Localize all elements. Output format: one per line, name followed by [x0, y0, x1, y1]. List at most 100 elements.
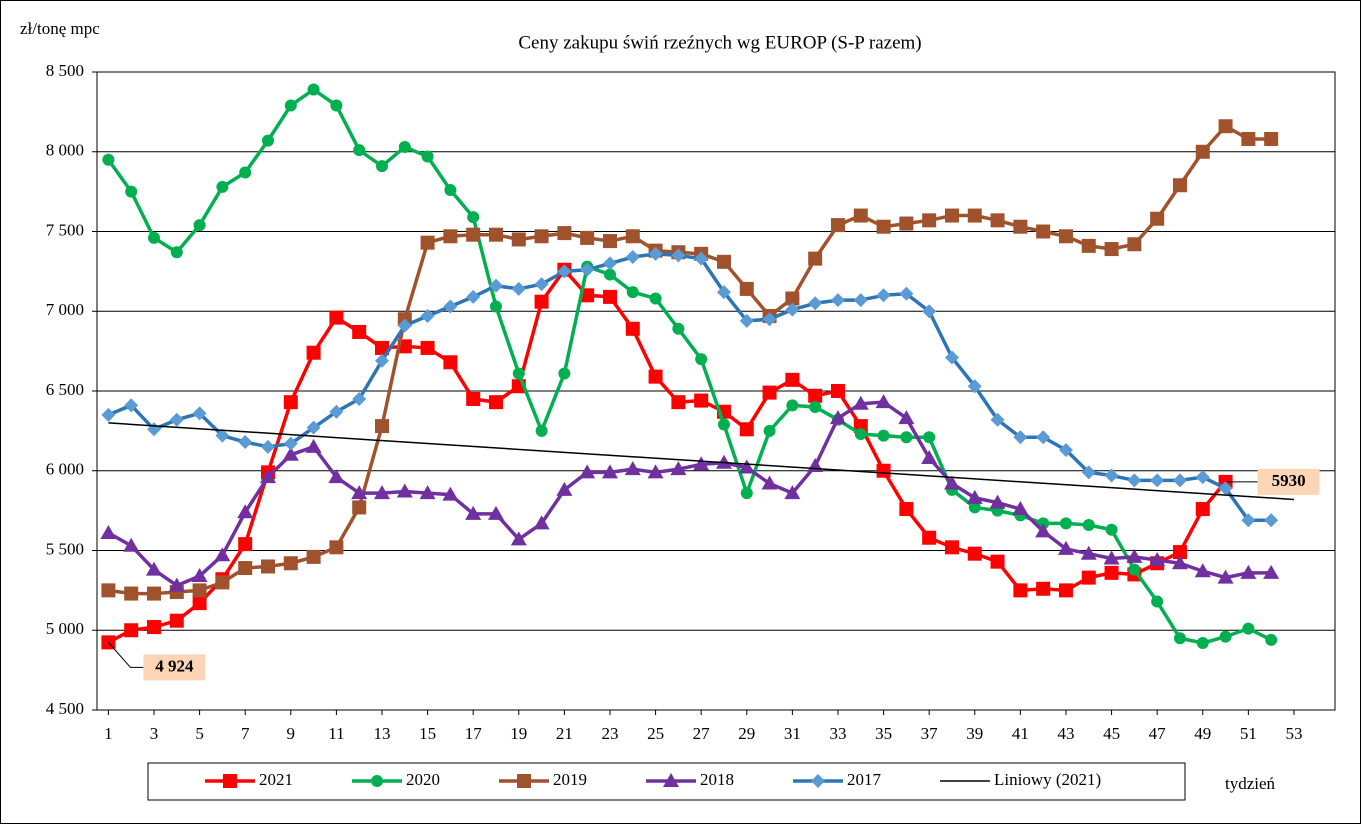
x-tick-label: 41	[1012, 724, 1029, 743]
legend-marker	[517, 774, 531, 788]
point	[739, 281, 754, 296]
point	[1217, 569, 1234, 584]
point	[260, 559, 275, 574]
point	[1081, 465, 1096, 480]
point	[193, 219, 206, 232]
point	[1149, 552, 1166, 567]
x-tick-label: 5	[195, 724, 204, 743]
point	[580, 262, 595, 277]
point	[396, 483, 413, 498]
y-axis-label: zł/tonę mpc	[20, 19, 100, 38]
point	[1058, 443, 1073, 458]
x-tick-label: 21	[556, 724, 573, 743]
point	[282, 446, 299, 461]
x-tick-label: 31	[784, 724, 801, 743]
x-tick-label: 29	[738, 724, 755, 743]
point	[1172, 178, 1187, 193]
point	[1012, 501, 1029, 516]
point	[1218, 119, 1233, 134]
series-line	[107, 400, 1272, 588]
point	[534, 277, 549, 292]
point	[876, 288, 891, 303]
point	[830, 293, 845, 308]
point	[373, 485, 390, 500]
point	[1057, 540, 1074, 555]
point	[1013, 583, 1028, 598]
point	[1151, 595, 1164, 608]
point	[1195, 470, 1210, 485]
point	[398, 140, 411, 153]
point	[808, 296, 823, 311]
point	[488, 395, 503, 410]
chart-title: Ceny zakupu świń rzeźnych wg EUROP (S-P …	[518, 32, 921, 53]
point	[214, 547, 231, 562]
point	[716, 285, 731, 300]
point	[328, 469, 345, 484]
point	[351, 485, 368, 500]
point	[307, 83, 320, 96]
point	[967, 546, 982, 561]
x-tick-label: 49	[1194, 724, 1211, 743]
point	[967, 379, 982, 394]
point	[647, 464, 664, 479]
legend-label: 2021	[259, 770, 293, 789]
series-line	[106, 87, 1272, 645]
point	[192, 406, 207, 421]
point	[488, 278, 503, 293]
point	[261, 134, 274, 147]
point	[1013, 430, 1028, 445]
point	[626, 286, 639, 299]
point	[1036, 430, 1051, 445]
point	[717, 418, 730, 431]
point	[671, 248, 686, 263]
point	[762, 312, 777, 327]
point	[785, 302, 800, 317]
point	[899, 216, 914, 231]
point	[1150, 473, 1165, 488]
point	[557, 264, 572, 279]
point	[101, 583, 116, 598]
point	[511, 232, 526, 247]
point	[1242, 622, 1255, 635]
x-tick-label: 39	[966, 724, 983, 743]
point	[169, 412, 184, 427]
point	[1103, 550, 1120, 565]
point	[648, 246, 663, 261]
x-tick-label: 1	[104, 724, 113, 743]
point	[1104, 242, 1119, 257]
point	[535, 424, 548, 437]
point	[558, 367, 571, 380]
point	[625, 321, 640, 336]
point	[192, 596, 207, 611]
label-box	[1257, 468, 1320, 495]
point	[1013, 219, 1028, 234]
point	[102, 153, 115, 166]
point	[329, 404, 344, 419]
legend-label: 2017	[847, 770, 882, 789]
x-tick-label: 47	[1149, 724, 1167, 743]
point	[852, 395, 869, 410]
point	[990, 213, 1005, 228]
point	[421, 150, 434, 163]
y-tick-label: 7 000	[46, 300, 84, 319]
point	[238, 537, 253, 552]
y-tick-label: 8 500	[46, 61, 84, 80]
y-tick-label: 6 500	[46, 380, 84, 399]
point	[1172, 545, 1187, 560]
point	[784, 485, 801, 500]
point	[238, 561, 253, 576]
point	[1104, 565, 1119, 580]
point	[534, 294, 549, 309]
point	[716, 254, 731, 269]
point	[875, 394, 892, 409]
point	[876, 219, 891, 234]
point	[944, 208, 959, 223]
point	[191, 568, 208, 583]
point	[1196, 637, 1209, 650]
legend-marker	[223, 774, 237, 788]
point	[579, 464, 596, 479]
point	[147, 231, 160, 244]
data-label: 4 924	[155, 656, 194, 675]
point	[1035, 523, 1052, 538]
legend-box	[147, 762, 1186, 801]
